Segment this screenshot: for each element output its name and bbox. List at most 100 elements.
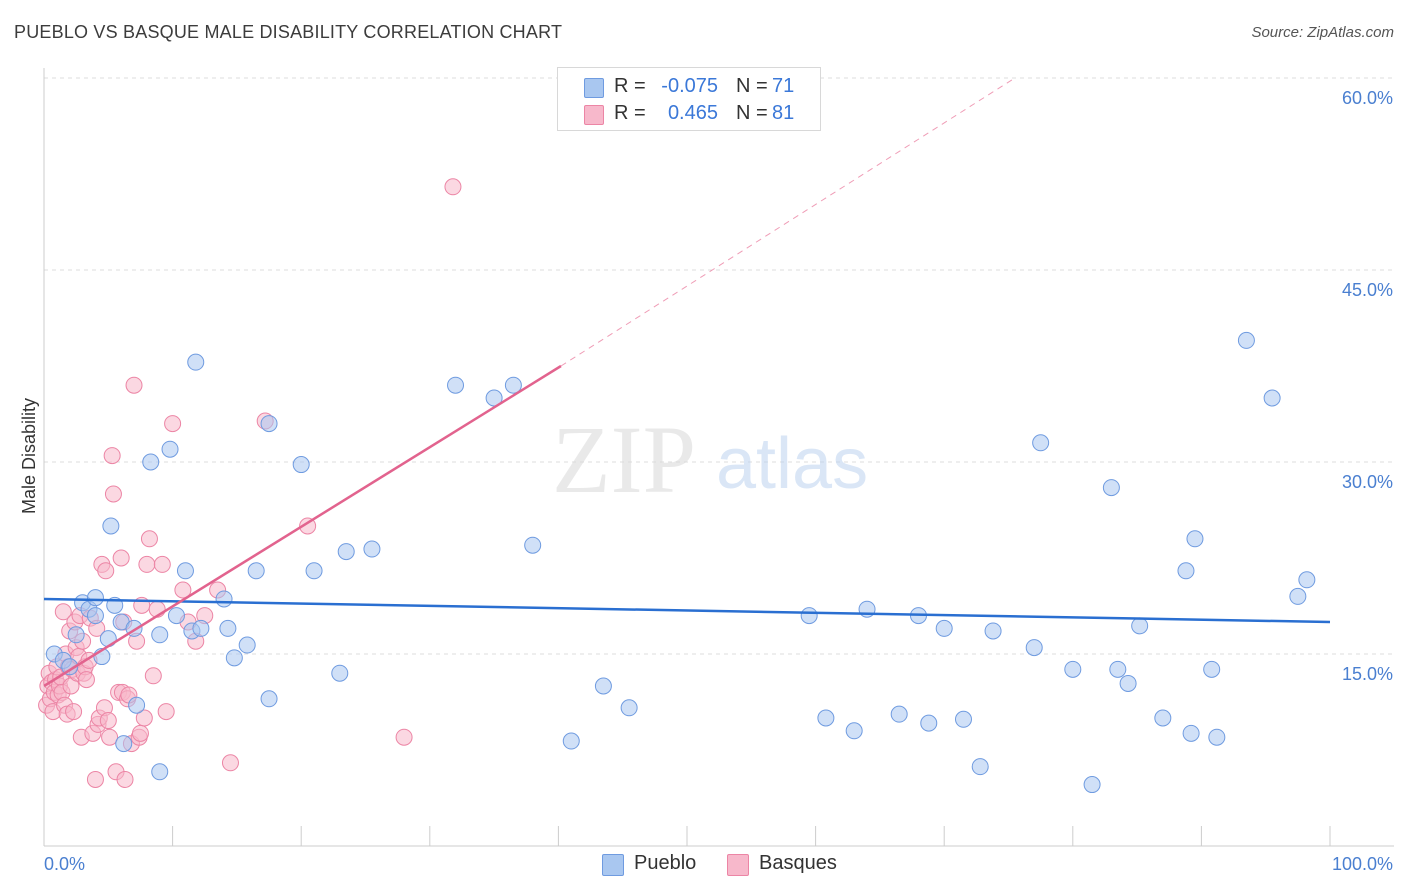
correlation-legend: R = -0.075 N = 71 R = 0.465 N = 81: [557, 67, 821, 131]
pueblo-point: [1131, 617, 1149, 635]
pueblo-point: [920, 714, 938, 732]
pueblo-point: [1083, 776, 1101, 794]
pueblo-point: [524, 536, 542, 554]
trend-lines: [43, 77, 1331, 688]
basques-point: [99, 712, 117, 730]
pueblo-point: [1154, 709, 1172, 727]
pueblo-point: [151, 626, 169, 644]
pueblo-point: [984, 622, 1002, 640]
basques-point: [221, 754, 239, 772]
pueblo-point: [1298, 571, 1316, 589]
pueblo-point: [1289, 587, 1307, 605]
basques-point: [144, 667, 162, 685]
x-tick-label: 100.0%: [1332, 854, 1393, 874]
pueblo-point: [260, 690, 278, 708]
legend-n-value: 71: [772, 75, 795, 97]
pueblo-point: [1203, 660, 1221, 678]
pueblo-point: [115, 735, 133, 753]
pueblo-point: [305, 562, 323, 580]
legend-r-value: -0.075: [661, 75, 718, 97]
pueblo-point: [1177, 562, 1195, 580]
y-tick-label: 30.0%: [1342, 472, 1393, 492]
basques-trend-line: [43, 364, 562, 688]
pueblo-point: [67, 626, 85, 644]
pueblo-point: [128, 696, 146, 714]
basques-point: [138, 555, 156, 573]
legend-r-label: R =: [614, 102, 646, 124]
basques-point: [104, 485, 122, 503]
pueblo-point: [1208, 728, 1226, 746]
pueblo-series: [45, 331, 1316, 794]
pueblo-point: [176, 562, 194, 580]
pueblo-point: [187, 353, 205, 371]
pueblo-point: [1032, 434, 1050, 452]
pueblo-point: [1025, 639, 1043, 657]
pueblo-point: [142, 453, 160, 471]
pueblo-point: [1109, 660, 1127, 678]
pueblo-point: [337, 543, 355, 561]
pueblo-point: [935, 619, 953, 637]
basques-point: [101, 728, 119, 746]
pueblo-point: [504, 376, 522, 394]
axes: [43, 68, 1394, 847]
basques-point: [125, 376, 143, 394]
y-tick-label: 15.0%: [1342, 664, 1393, 684]
x-tick-label: 0.0%: [44, 854, 85, 874]
legend-row-pueblo: R = -0.075 N = 71: [558, 73, 820, 101]
basques-point: [86, 770, 104, 788]
basques-point: [77, 671, 95, 689]
pueblo-point: [971, 758, 989, 776]
legend-n-value: 81: [772, 102, 795, 124]
watermark-zip: ZIP: [552, 406, 696, 513]
basques-point: [65, 703, 83, 721]
pueblo-point: [151, 763, 169, 781]
pueblo-point: [447, 376, 465, 394]
y-tick-label: 45.0%: [1342, 280, 1393, 300]
pueblo-swatch: [584, 78, 604, 98]
basques-swatch: [584, 105, 604, 125]
pueblo-point: [817, 709, 835, 727]
basques-point: [135, 709, 153, 727]
pueblo-point: [562, 732, 580, 750]
basques-point: [174, 581, 192, 599]
legend-r-value: 0.465: [667, 102, 718, 124]
basques-point: [112, 549, 130, 567]
pueblo-point: [260, 415, 278, 433]
tick-labels: 15.0% 30.0% 45.0% 60.0% 0.0% 100.0%: [44, 88, 1393, 874]
pueblo-point: [890, 705, 908, 723]
y-tick-label: 60.0%: [1342, 88, 1393, 108]
pueblo-point: [225, 649, 243, 667]
pueblo-point: [238, 636, 256, 654]
pueblo-point: [61, 658, 79, 676]
pueblo-point: [1263, 389, 1281, 407]
pueblo-point: [215, 590, 233, 608]
legend-n-label: N =: [736, 102, 768, 124]
basques-point: [395, 728, 413, 746]
pueblo-point: [363, 540, 381, 558]
pueblo-point: [954, 710, 972, 728]
pueblo-point: [1237, 331, 1255, 349]
pueblo-point: [102, 517, 120, 535]
basques-point: [97, 562, 115, 580]
basques-point: [103, 447, 121, 465]
watermark-atlas: atlas: [716, 424, 868, 504]
watermark: ZIP atlas: [552, 406, 868, 513]
pueblo-point: [1182, 724, 1200, 742]
basques-point: [131, 724, 149, 742]
pueblo-point: [1119, 674, 1137, 692]
basques-point: [116, 770, 134, 788]
pueblo-point: [86, 607, 104, 625]
chart-title: PUEBLO VS BASQUE MALE DISABILITY CORRELA…: [14, 22, 563, 42]
pueblo-point: [1064, 660, 1082, 678]
basques-point: [153, 555, 171, 573]
legend-r-label: R =: [614, 75, 646, 97]
pueblo-point: [292, 456, 310, 474]
pueblo-point: [594, 677, 612, 695]
pueblo-point: [620, 699, 638, 717]
pueblo-point: [86, 589, 104, 607]
basques-legend-swatch: [727, 854, 749, 876]
basques-trend-extension: [560, 77, 1016, 367]
pueblo-point: [845, 722, 863, 740]
legend-n-label: N =: [736, 75, 768, 97]
